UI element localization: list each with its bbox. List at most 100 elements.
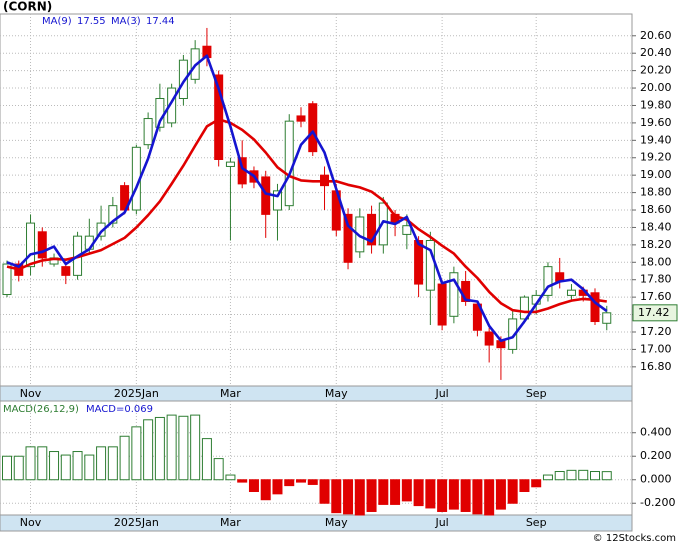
x-tick-label: May: [325, 387, 348, 400]
macd-bar: [601, 471, 612, 481]
macd-bar: [460, 479, 471, 512]
y-tick-label: 20.20: [640, 64, 672, 77]
y-tick-label: 19.00: [640, 168, 672, 181]
candle-body: [178, 59, 188, 100]
candle-body: [602, 312, 612, 324]
macd-bar: [2, 455, 12, 481]
macd-bar: [96, 446, 107, 481]
candle-body: [284, 120, 294, 207]
y-tick-label: 0.400: [640, 426, 672, 439]
macd-bar: [143, 419, 154, 481]
y-tick-label: 20.40: [640, 46, 672, 59]
y-tick-label: 19.20: [640, 151, 672, 164]
x-tick-label: May: [325, 516, 348, 529]
x-axis-band: [0, 514, 633, 532]
macd-bar: [248, 479, 259, 492]
y-tick-label: 18.60: [640, 203, 672, 216]
macd-bar: [154, 416, 165, 481]
macd-bar: [284, 479, 295, 487]
x-tick-label: Jul: [434, 387, 448, 400]
candle-body: [543, 266, 553, 296]
y-tick-label: 19.60: [640, 116, 672, 129]
macd-bar: [378, 479, 389, 505]
macd-bar: [237, 479, 248, 483]
macd-bar: [25, 446, 36, 481]
x-tick-label: Sep: [526, 516, 547, 529]
macd-bar: [190, 414, 201, 481]
candle-body: [261, 176, 271, 215]
macd-bar: [319, 479, 330, 504]
macd-bar: [554, 471, 565, 481]
candle-body: [449, 272, 459, 317]
candle-body: [2, 263, 12, 296]
candle-body: [308, 103, 318, 153]
macd-bar: [213, 458, 224, 481]
macd-bar: [13, 455, 24, 481]
x-tick-label: Mar: [220, 387, 241, 400]
x-tick-label: Sep: [526, 387, 547, 400]
macd-bar: [307, 479, 318, 485]
macd-bar: [119, 435, 130, 481]
macd-bar: [484, 479, 495, 516]
macd-bar: [390, 479, 401, 505]
candle-body: [108, 205, 118, 224]
macd-bar: [131, 426, 142, 481]
y-tick-label: 17.80: [640, 273, 672, 286]
last-price-box: [632, 304, 678, 322]
macd-bar: [495, 479, 506, 510]
macd-title: MACD(26,12,9): [3, 404, 79, 415]
y-tick-label: 20.60: [640, 29, 672, 42]
y-tick-label: 17.20: [640, 325, 672, 338]
macd-bar: [566, 469, 577, 481]
candle-body: [508, 318, 518, 350]
candle-body: [37, 231, 47, 259]
macd-bar: [225, 474, 236, 481]
x-tick-label: 2025Jan: [114, 387, 159, 400]
candle-body: [296, 115, 306, 122]
macd-bar: [166, 414, 177, 481]
candle-body: [414, 240, 424, 285]
legend-label: MA(3): [111, 16, 141, 27]
ma-line: [6, 54, 608, 342]
ma-line: [6, 118, 607, 314]
y-tick-label: 20.00: [640, 81, 672, 94]
macd-annotation: MACD=0.069: [86, 404, 153, 415]
macd-panel: [0, 400, 633, 516]
macd-bar: [72, 451, 83, 481]
x-tick-label: 2025Jan: [114, 516, 159, 529]
macd-bar: [49, 451, 60, 481]
macd-bar: [519, 479, 530, 492]
price-panel: [0, 13, 633, 387]
macd-bar: [578, 469, 589, 481]
candle-body: [566, 289, 576, 296]
y-tick-label: 19.40: [640, 133, 672, 146]
macd-bar: [84, 454, 95, 481]
y-tick-label: 19.80: [640, 98, 672, 111]
candle-body: [343, 213, 353, 263]
macd-bar: [37, 446, 48, 481]
macd-bar: [590, 471, 600, 481]
candle-body: [425, 240, 435, 291]
y-tick-label: 18.40: [640, 220, 672, 233]
y-tick-label: 17.00: [640, 342, 672, 355]
macd-bar: [272, 479, 283, 495]
candle-body: [214, 74, 224, 160]
y-tick-label: 16.80: [640, 360, 672, 373]
y-tick-label: 17.60: [640, 290, 672, 303]
macd-bar: [531, 479, 542, 488]
macd-bar: [425, 479, 436, 509]
y-tick-label: 18.80: [640, 186, 672, 199]
candle-body: [519, 296, 529, 320]
candle-body: [367, 213, 377, 246]
macd-bar: [437, 479, 448, 512]
macd-bar: [542, 474, 553, 481]
legend-label: MA(9): [42, 16, 72, 27]
chart-title: (CORN): [3, 0, 52, 14]
macd-bar: [343, 479, 354, 515]
macd-bar: [507, 479, 518, 504]
y-tick-label: -0.200: [640, 496, 675, 509]
x-tick-label: Nov: [20, 387, 42, 400]
y-tick-label: 18.20: [640, 238, 672, 251]
x-tick-label: Nov: [20, 516, 42, 529]
